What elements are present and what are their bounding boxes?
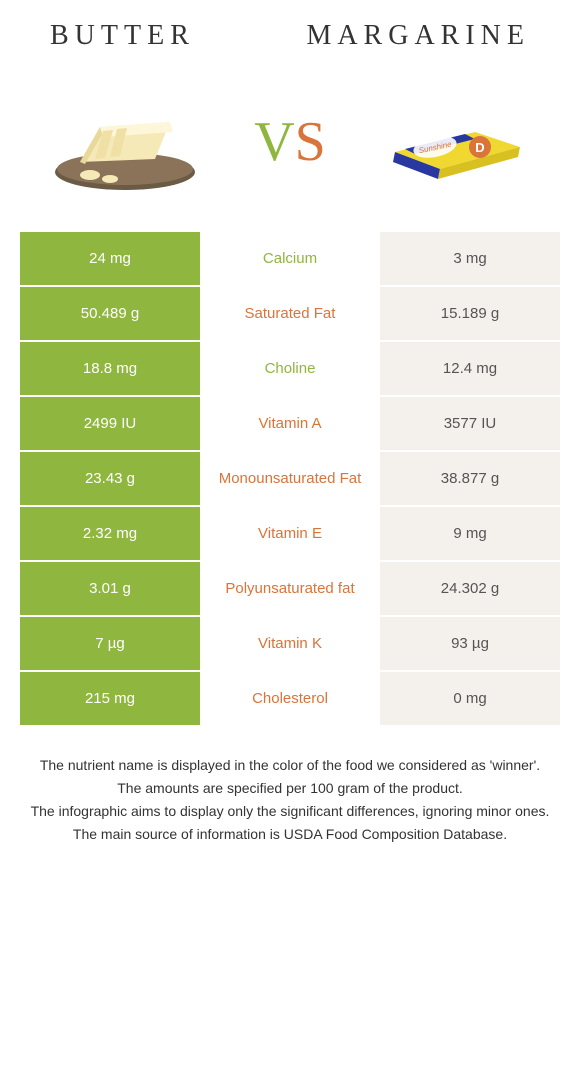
notes: The nutrient name is displayed in the co… bbox=[20, 725, 560, 857]
right-value: 3577 IU bbox=[380, 397, 560, 450]
nutrient-label: Monounsaturated Fat bbox=[200, 452, 380, 505]
left-value: 18.8 mg bbox=[20, 342, 200, 395]
comparison-table: 24 mgCalcium3 mg50.489 gSaturated Fat15.… bbox=[20, 232, 560, 725]
table-row: 50.489 gSaturated Fat15.189 g bbox=[20, 285, 560, 340]
right-value: 12.4 mg bbox=[380, 342, 560, 395]
right-value: 0 mg bbox=[380, 672, 560, 725]
note-line: The main source of information is USDA F… bbox=[30, 824, 550, 845]
right-value: 9 mg bbox=[380, 507, 560, 560]
left-value: 50.489 g bbox=[20, 287, 200, 340]
table-row: 3.01 gPolyunsaturated fat24.302 g bbox=[20, 560, 560, 615]
images-row: VS Sunshine D bbox=[20, 72, 560, 232]
left-food-title: Butter bbox=[50, 20, 195, 52]
right-food-title: Margarine bbox=[306, 20, 530, 52]
nutrient-label: Saturated Fat bbox=[200, 287, 380, 340]
nutrient-label: Vitamin K bbox=[200, 617, 380, 670]
note-line: The infographic aims to display only the… bbox=[30, 801, 550, 822]
table-row: 23.43 gMonounsaturated Fat38.877 g bbox=[20, 450, 560, 505]
table-row: 215 mgCholesterol0 mg bbox=[20, 670, 560, 725]
left-value: 215 mg bbox=[20, 672, 200, 725]
table-row: 2499 IUVitamin A3577 IU bbox=[20, 395, 560, 450]
nutrient-label: Polyunsaturated fat bbox=[200, 562, 380, 615]
right-value: 38.877 g bbox=[380, 452, 560, 505]
note-line: The amounts are specified per 100 gram o… bbox=[30, 778, 550, 799]
left-value: 7 µg bbox=[20, 617, 200, 670]
butter-image bbox=[40, 82, 210, 202]
right-value: 3 mg bbox=[380, 232, 560, 285]
left-value: 3.01 g bbox=[20, 562, 200, 615]
vs-text: VS bbox=[254, 110, 326, 174]
table-row: 18.8 mgCholine12.4 mg bbox=[20, 340, 560, 395]
header: Butter Margarine bbox=[20, 20, 560, 72]
nutrient-label: Cholesterol bbox=[200, 672, 380, 725]
left-value: 23.43 g bbox=[20, 452, 200, 505]
nutrient-label: Vitamin A bbox=[200, 397, 380, 450]
left-value: 24 mg bbox=[20, 232, 200, 285]
left-value: 2.32 mg bbox=[20, 507, 200, 560]
nutrient-label: Calcium bbox=[200, 232, 380, 285]
right-value: 15.189 g bbox=[380, 287, 560, 340]
nutrient-label: Vitamin E bbox=[200, 507, 380, 560]
nutrient-label: Choline bbox=[200, 342, 380, 395]
table-row: 24 mgCalcium3 mg bbox=[20, 232, 560, 285]
note-line: The nutrient name is displayed in the co… bbox=[30, 755, 550, 776]
right-value: 24.302 g bbox=[380, 562, 560, 615]
right-value: 93 µg bbox=[380, 617, 560, 670]
table-row: 2.32 mgVitamin E9 mg bbox=[20, 505, 560, 560]
margarine-image: Sunshine D bbox=[370, 82, 540, 202]
table-row: 7 µgVitamin K93 µg bbox=[20, 615, 560, 670]
left-value: 2499 IU bbox=[20, 397, 200, 450]
svg-text:D: D bbox=[475, 140, 484, 155]
